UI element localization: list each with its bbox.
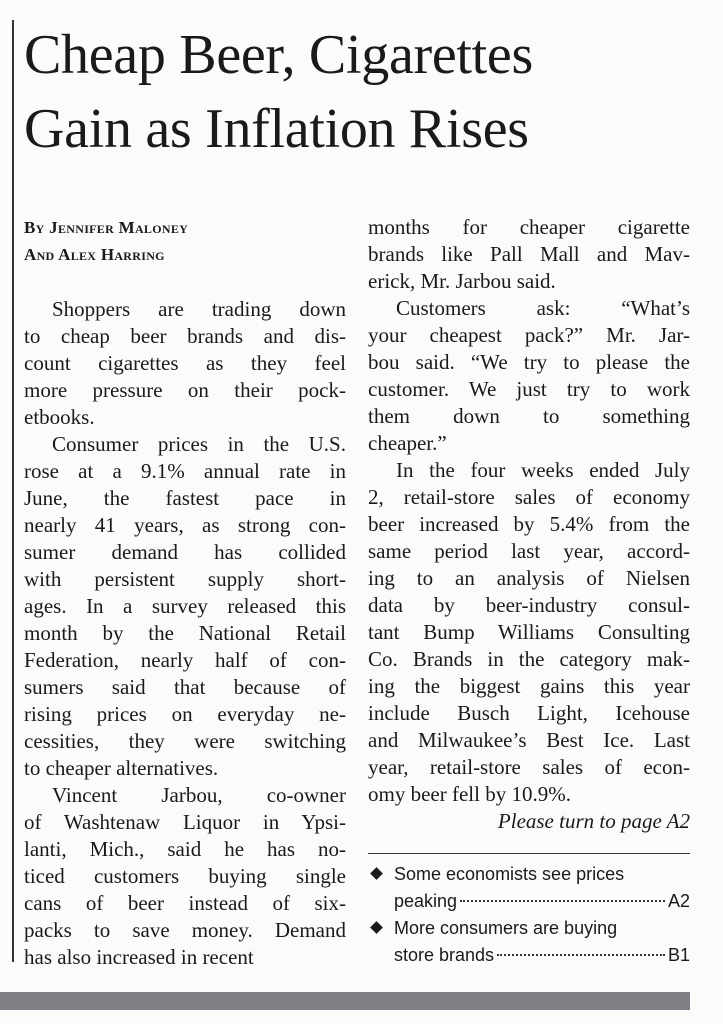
text-line: brands like Pall Mall and Mav-	[368, 242, 690, 266]
headline: Cheap Beer, Cigarettes Gain as Inflation…	[24, 18, 704, 166]
teaser-rule	[368, 853, 690, 854]
text-line: customer. We just try to work	[368, 377, 690, 401]
text-line: etbooks.	[24, 405, 95, 429]
text-line: same period last year, accord-	[368, 539, 690, 563]
text-line: data by beer-industry consul-	[368, 593, 690, 617]
text-line: cheaper.”	[368, 431, 447, 455]
teaser: Some economists see prices peaking A2	[370, 861, 690, 915]
paragraph: Shoppers are trading down to cheap beer b…	[24, 296, 346, 431]
continuation: Please turn to page A2	[497, 809, 690, 833]
text-line: months for cheaper cigarette	[368, 215, 690, 239]
text-line: them down to something	[368, 404, 690, 428]
teaser-line: More consumers are buying	[394, 918, 618, 938]
teaser-text: peaking	[394, 891, 458, 911]
text-line: your cheapest pack?” Mr. Jar-	[368, 323, 690, 347]
byline-line: By Jennifer Maloney	[24, 218, 189, 237]
text-line: Consumer prices in the U.S.	[52, 432, 346, 456]
text-line: ticed customers buying single	[24, 864, 346, 888]
text-line: and Milwaukee’s Best Ice. Last	[368, 728, 690, 752]
text-line: cans of beer instead of six-	[24, 891, 346, 915]
text-line: count cigarettes as they feel	[24, 351, 346, 375]
text-line: 2, retail-store sales of economy	[368, 485, 690, 509]
text-line: ages. In a survey released this	[24, 594, 346, 618]
text-line: tant Bump Williams Consulting	[368, 620, 690, 644]
column: Shoppers are trading down to cheap beer b…	[24, 296, 346, 971]
text-line: Customers ask: “What’s	[396, 296, 690, 320]
text-line: sumers said that because of	[24, 675, 346, 699]
headline-line: Cheap Beer, Cigarettes	[24, 24, 533, 86]
text-line: year, retail-store sales of econ-	[368, 755, 690, 779]
text-line: Federation, nearly half of con-	[24, 648, 346, 672]
paragraph: In the four weeks ended July 2, retail-st…	[368, 457, 690, 808]
text-line: more pressure on their pock-	[24, 378, 346, 402]
text-line: of Washtenaw Liquor in Ypsi-	[24, 810, 346, 834]
text-line: Shoppers are trading down	[52, 297, 346, 321]
byline: By Jennifer Maloney And Alex Harring	[24, 214, 188, 268]
text-line: cessities, they were switching	[24, 729, 346, 753]
text-line: include Busch Light, Icehouse	[368, 701, 690, 725]
leader-dots	[460, 900, 665, 902]
text-line: month by the National Retail	[24, 621, 346, 645]
text-line: ing to an analysis of Nielsen	[368, 566, 690, 590]
text-line: rose at a 9.1% annual rate in	[24, 459, 346, 483]
text-line: packs to save money. Demand	[24, 918, 346, 942]
text-line: with persistent supply short-	[24, 567, 346, 591]
paragraph: Consumer prices in the U.S. rose at a 9.1…	[24, 431, 346, 782]
teaser-text: store brands	[394, 945, 495, 965]
byline-line: And Alex Harring	[24, 245, 165, 264]
leader-dots	[497, 954, 665, 956]
text-line: lanti, Mich., said he has no-	[24, 837, 346, 861]
text-line: has also increased in recent	[24, 945, 254, 969]
text-line: Vincent Jarbou, co-owner	[52, 783, 346, 807]
teaser-line: peaking A2	[394, 888, 690, 915]
bottom-bar	[0, 992, 690, 1010]
headline-line: Gain as Inflation Rises	[24, 98, 529, 160]
text-line: beer increased by 5.4% from the	[368, 512, 690, 536]
text-line: ing the biggest gains this year	[368, 674, 690, 698]
text-line: nearly 41 years, as strong con-	[24, 513, 346, 537]
text-line: bou said. “We try to please the	[368, 350, 690, 374]
column-rule	[12, 20, 14, 962]
text-line: omy beer fell by 10.9%.	[368, 782, 571, 806]
teaser-line: Some economists see prices	[394, 864, 625, 884]
text-line: to cheaper alternatives.	[24, 756, 219, 780]
text-line: sumer demand has collided	[24, 540, 346, 564]
teaser-page: A2	[667, 891, 690, 911]
text-line: Co. Brands in the category mak-	[368, 647, 690, 671]
paragraph: Customers ask: “What’s your cheapest pack…	[368, 295, 690, 457]
text-line: In the four weeks ended July	[396, 458, 690, 482]
teasers: Some economists see prices peaking A2 More …	[370, 861, 690, 969]
text-line: rising prices on everyday ne-	[24, 702, 346, 726]
text-line: erick, Mr. Jarbou said.	[368, 269, 556, 293]
teaser: More consumers are buying store brands B1	[370, 915, 690, 969]
text-line: June, the fastest pace in	[24, 486, 346, 510]
paragraph: months for cheaper cigarette brands like …	[368, 214, 690, 295]
teaser-page: B1	[667, 945, 690, 965]
paragraph: Vincent Jarbou, co-owner of Washtenaw Liq…	[24, 782, 346, 971]
teaser-line: store brands B1	[394, 942, 690, 969]
column: months for cheaper cigarette brands like …	[368, 214, 690, 808]
text-line: to cheap beer brands and dis-	[24, 324, 346, 348]
